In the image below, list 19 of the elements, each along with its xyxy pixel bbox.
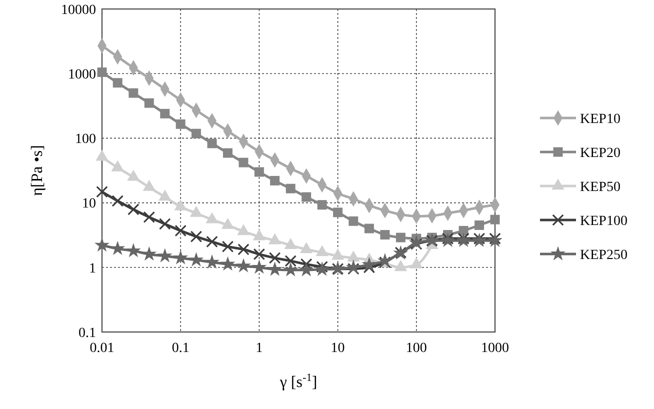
x-tick-label: 100 — [406, 341, 427, 356]
y-tick-label: 1000 — [68, 68, 96, 82]
y-tick-label: 0.1 — [78, 326, 96, 341]
legend-label: KEP50 — [580, 180, 620, 195]
y-tick-label: 100 — [75, 132, 96, 148]
x-axis-title: γ [s$^{-1}$] — [278, 372, 318, 391]
y-tick-label: 10000 — [61, 2, 96, 18]
x-tick-label: 10 — [330, 341, 345, 356]
legend-label: KEP10 — [580, 112, 620, 127]
x-tick-label: 0.1 — [172, 341, 190, 356]
y-axis-title: η[Pa •s] — [29, 145, 46, 196]
x-tick-label: 1000 — [481, 341, 509, 356]
legend-label: KEP250 — [580, 248, 628, 263]
legend-label: KEP100 — [580, 214, 628, 229]
y-tick-label: 10 — [82, 196, 96, 212]
x-tick-label: 1 — [256, 341, 263, 356]
legend-label: KEP20 — [580, 146, 620, 161]
x-tick-label: 0.01 — [90, 341, 114, 356]
y-tick-label: 1 — [89, 261, 96, 276]
